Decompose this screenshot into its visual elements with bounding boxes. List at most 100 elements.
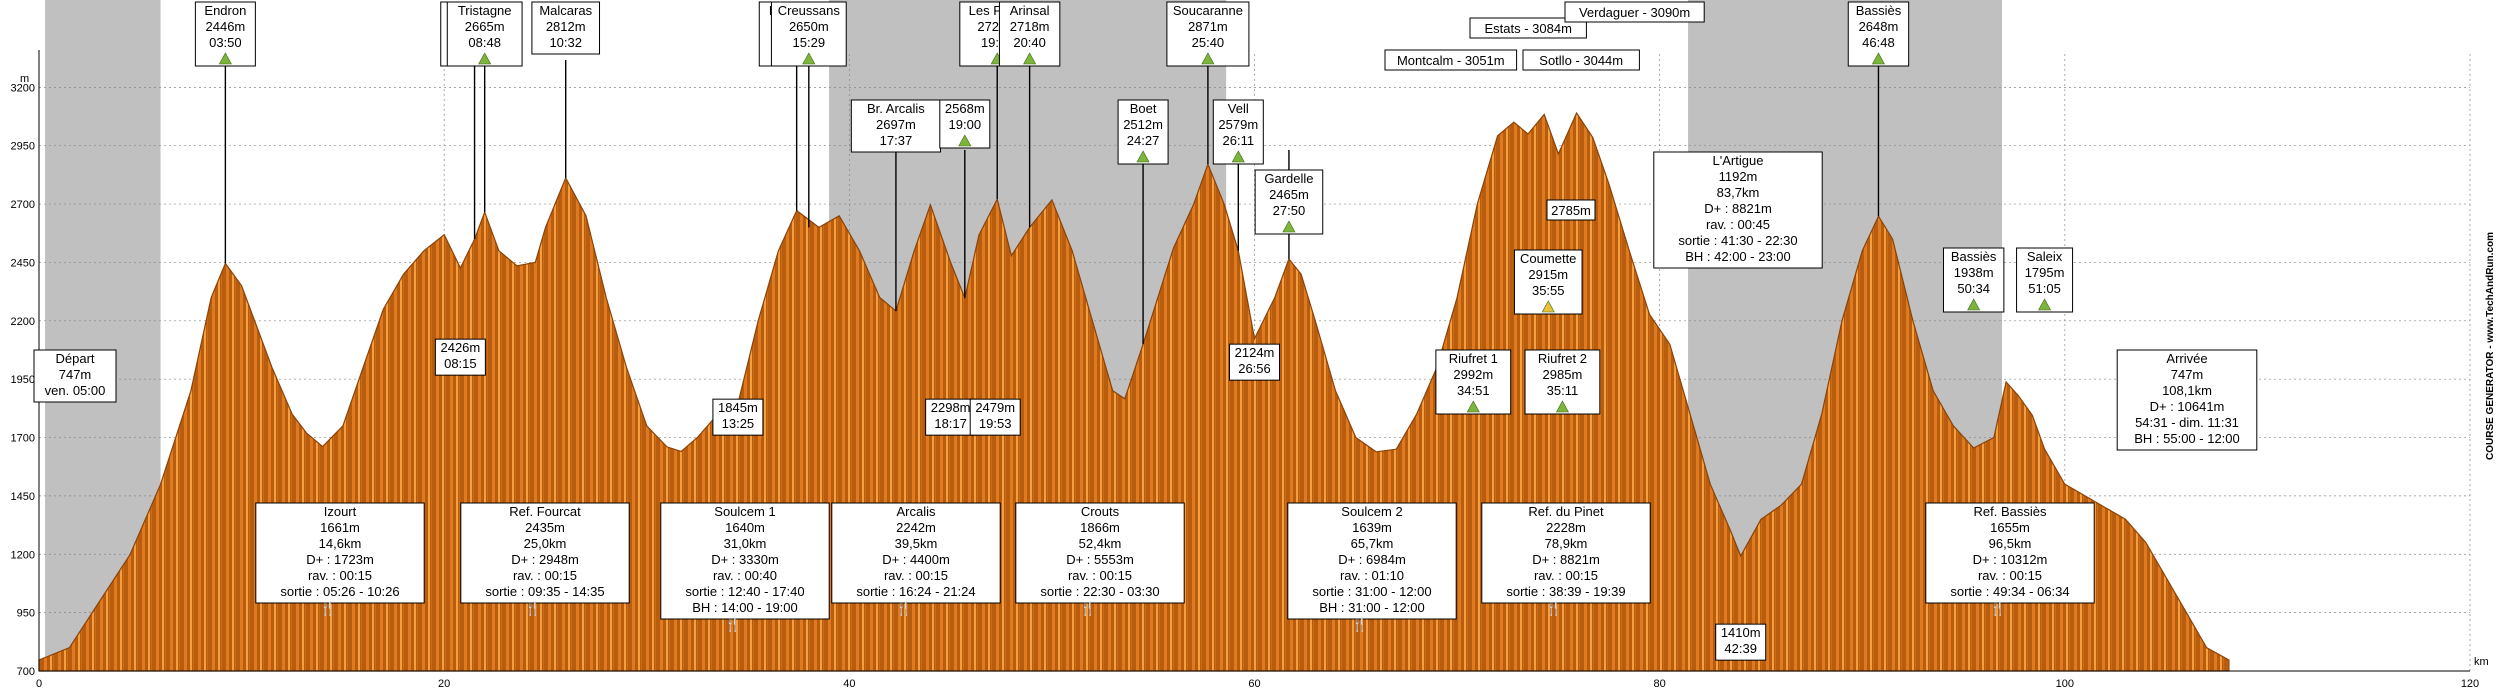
- summit-icon: [1466, 400, 1480, 413]
- finish-label: [2116, 349, 2258, 451]
- ridge-label: [1564, 1, 1705, 23]
- summit-label-text: Gardelle: [1264, 171, 1313, 186]
- aid-station-label-text: sortie : 09:35 - 14:35: [485, 584, 604, 599]
- summit-label-text: 46:48: [1862, 35, 1895, 50]
- y-tick-label: 1700: [11, 433, 35, 445]
- summit-icon: [1201, 52, 1215, 65]
- ridge-label: [1384, 49, 1518, 71]
- aid-station-label: [1015, 502, 1185, 604]
- y-tick-label: 3200: [11, 82, 35, 94]
- low-point-label: [1715, 623, 1767, 661]
- summit-icon: [1023, 52, 1037, 65]
- aid-station-label-text: sortie : 22:30 - 03:30: [1040, 584, 1159, 599]
- summit-label-text: Endron: [204, 3, 246, 18]
- y-tick-label: 2200: [11, 316, 35, 328]
- credit-text: COURSE GENERATOR - www.TechAndRun.com: [2485, 232, 2496, 460]
- summit-label-text: 17:37: [880, 133, 913, 148]
- aid-station-label-text: rav. : 00:40: [713, 568, 777, 583]
- summit-icon: [218, 52, 232, 65]
- aid-station-label-text: D+ : 1723m: [306, 552, 374, 567]
- finish-label-text: D+ : 10641m: [2150, 399, 2225, 414]
- aid-station-label-text: sortie : 05:26 - 10:26: [280, 584, 399, 599]
- aid-station-label-text: Ref. Fourcat: [509, 504, 581, 519]
- summit-icon: [802, 52, 816, 65]
- low-point-label: [434, 338, 486, 376]
- summit-label-text: 20:40: [1013, 35, 1046, 50]
- aid-services-icons: 🍴: [725, 617, 741, 633]
- x-tick-label: 80: [1654, 678, 1666, 690]
- summit-icon: [1136, 150, 1150, 163]
- low-point-label-text: 18:17: [934, 416, 967, 431]
- y-tick-label: 1450: [11, 491, 35, 503]
- ridge-label: [1522, 49, 1640, 71]
- aid-station-label: [1653, 151, 1823, 269]
- aid-station-label: [1925, 502, 2095, 604]
- waypoint-label-text: 50:34: [1957, 281, 1990, 296]
- aid-station-label-text: 2242m: [896, 520, 936, 535]
- summit-label-text: Tristagne: [458, 3, 512, 18]
- summit-label-text: 2568m: [945, 101, 985, 116]
- waypoint-label-text: 51:05: [2028, 281, 2061, 296]
- waypoint-label: [33, 349, 117, 403]
- aid-station-label-text: rav. : 00:15: [1978, 568, 2042, 583]
- aid-station-label-text: sortie : 41:30 - 22:30: [1678, 233, 1797, 248]
- summit-label: [850, 99, 942, 153]
- aid-station-label-text: sortie : 49:34 - 06:34: [1950, 584, 2069, 599]
- y-tick-label: 2950: [11, 141, 35, 153]
- x-tick-label: 120: [2461, 678, 2479, 690]
- x-tick-label: 0: [36, 678, 42, 690]
- summit-icon: [1555, 400, 1569, 413]
- aid-station-label-text: 65,7km: [1351, 536, 1394, 551]
- summit-label-text: 03:50: [209, 35, 242, 50]
- summit-label-text: Arinsal: [1010, 3, 1050, 18]
- summit-label-text: 24:27: [1127, 133, 1160, 148]
- y-tick-label: 2700: [11, 199, 35, 211]
- ridge-label-text: 2785m: [1551, 203, 1591, 218]
- y-tick-label: 950: [17, 608, 35, 620]
- summit-label-text: 26:11: [1223, 133, 1255, 148]
- summit-icon: [1282, 220, 1296, 233]
- aid-station-label-text: sortie : 16:24 - 21:24: [856, 584, 975, 599]
- aid-station-label-text: 1640m: [725, 520, 765, 535]
- aid-station-label-text: D+ : 4400m: [882, 552, 950, 567]
- summit-icon: [2038, 298, 2052, 311]
- aid-station-label: [460, 502, 630, 604]
- aid-station-label-text: rav. : 00:15: [1534, 568, 1598, 583]
- aid-station-label-text: Soulcem 1: [714, 504, 775, 519]
- summit-icon: [1967, 298, 1981, 311]
- y-tick-label: 1200: [11, 549, 35, 561]
- aid-station-label-text: rav. : 00:15: [308, 568, 372, 583]
- aid-station-label: [660, 502, 830, 620]
- aid-station-label-text: Ref. Bassiès: [1974, 504, 2047, 519]
- aid-station-label-text: 1192m: [1719, 169, 1758, 184]
- aid-station-label-text: rav. : 00:15: [884, 568, 948, 583]
- x-tick-label: 20: [438, 678, 450, 690]
- aid-station-label-text: Arcalis: [896, 504, 936, 519]
- aid-services-icons: 🍴: [1080, 601, 1096, 617]
- x-tick-label: 40: [843, 678, 855, 690]
- aid-station-label-text: rav. : 01:10: [1340, 568, 1404, 583]
- summit-icon: [1871, 52, 1885, 65]
- summit-label: [1254, 169, 1324, 235]
- aid-station-label: [1287, 502, 1457, 620]
- aid-station-label-text: Ref. du Pinet: [1528, 504, 1604, 519]
- summit-label-text: 08:48: [468, 35, 501, 50]
- annotations: Endron2446m03:50Albeille2569m08:03Trista…: [33, 1, 2258, 661]
- axes: 7009501200145017001950220024502700295032…: [11, 50, 2479, 690]
- aid-station-label-text: BH : 14:00 - 19:00: [692, 600, 798, 615]
- waypoint-label-text: Riufret 2: [1538, 351, 1587, 366]
- aid-station-label: [255, 502, 425, 604]
- ridge-label-text: Montcalm - 3051m: [1397, 53, 1505, 68]
- aid-station-label-text: 2228m: [1546, 520, 1586, 535]
- waypoint-label-text: 2985m: [1543, 367, 1583, 382]
- aid-station-label-text: D+ : 5553m: [1066, 552, 1134, 567]
- summit-yellow-icon: [1541, 300, 1555, 313]
- aid-station-label: [1481, 502, 1651, 604]
- low-point-label-text: 1410m: [1721, 625, 1761, 640]
- waypoint-label-text: Départ: [55, 351, 94, 366]
- aid-station-label-text: 1866m: [1080, 520, 1120, 535]
- aid-station-label-text: D+ : 2948m: [511, 552, 579, 567]
- x-tick-label: 100: [2056, 678, 2074, 690]
- aid-station-label-text: BH : 42:00 - 23:00: [1685, 249, 1791, 264]
- aid-station-label-text: BH : 31:00 - 12:00: [1319, 600, 1425, 615]
